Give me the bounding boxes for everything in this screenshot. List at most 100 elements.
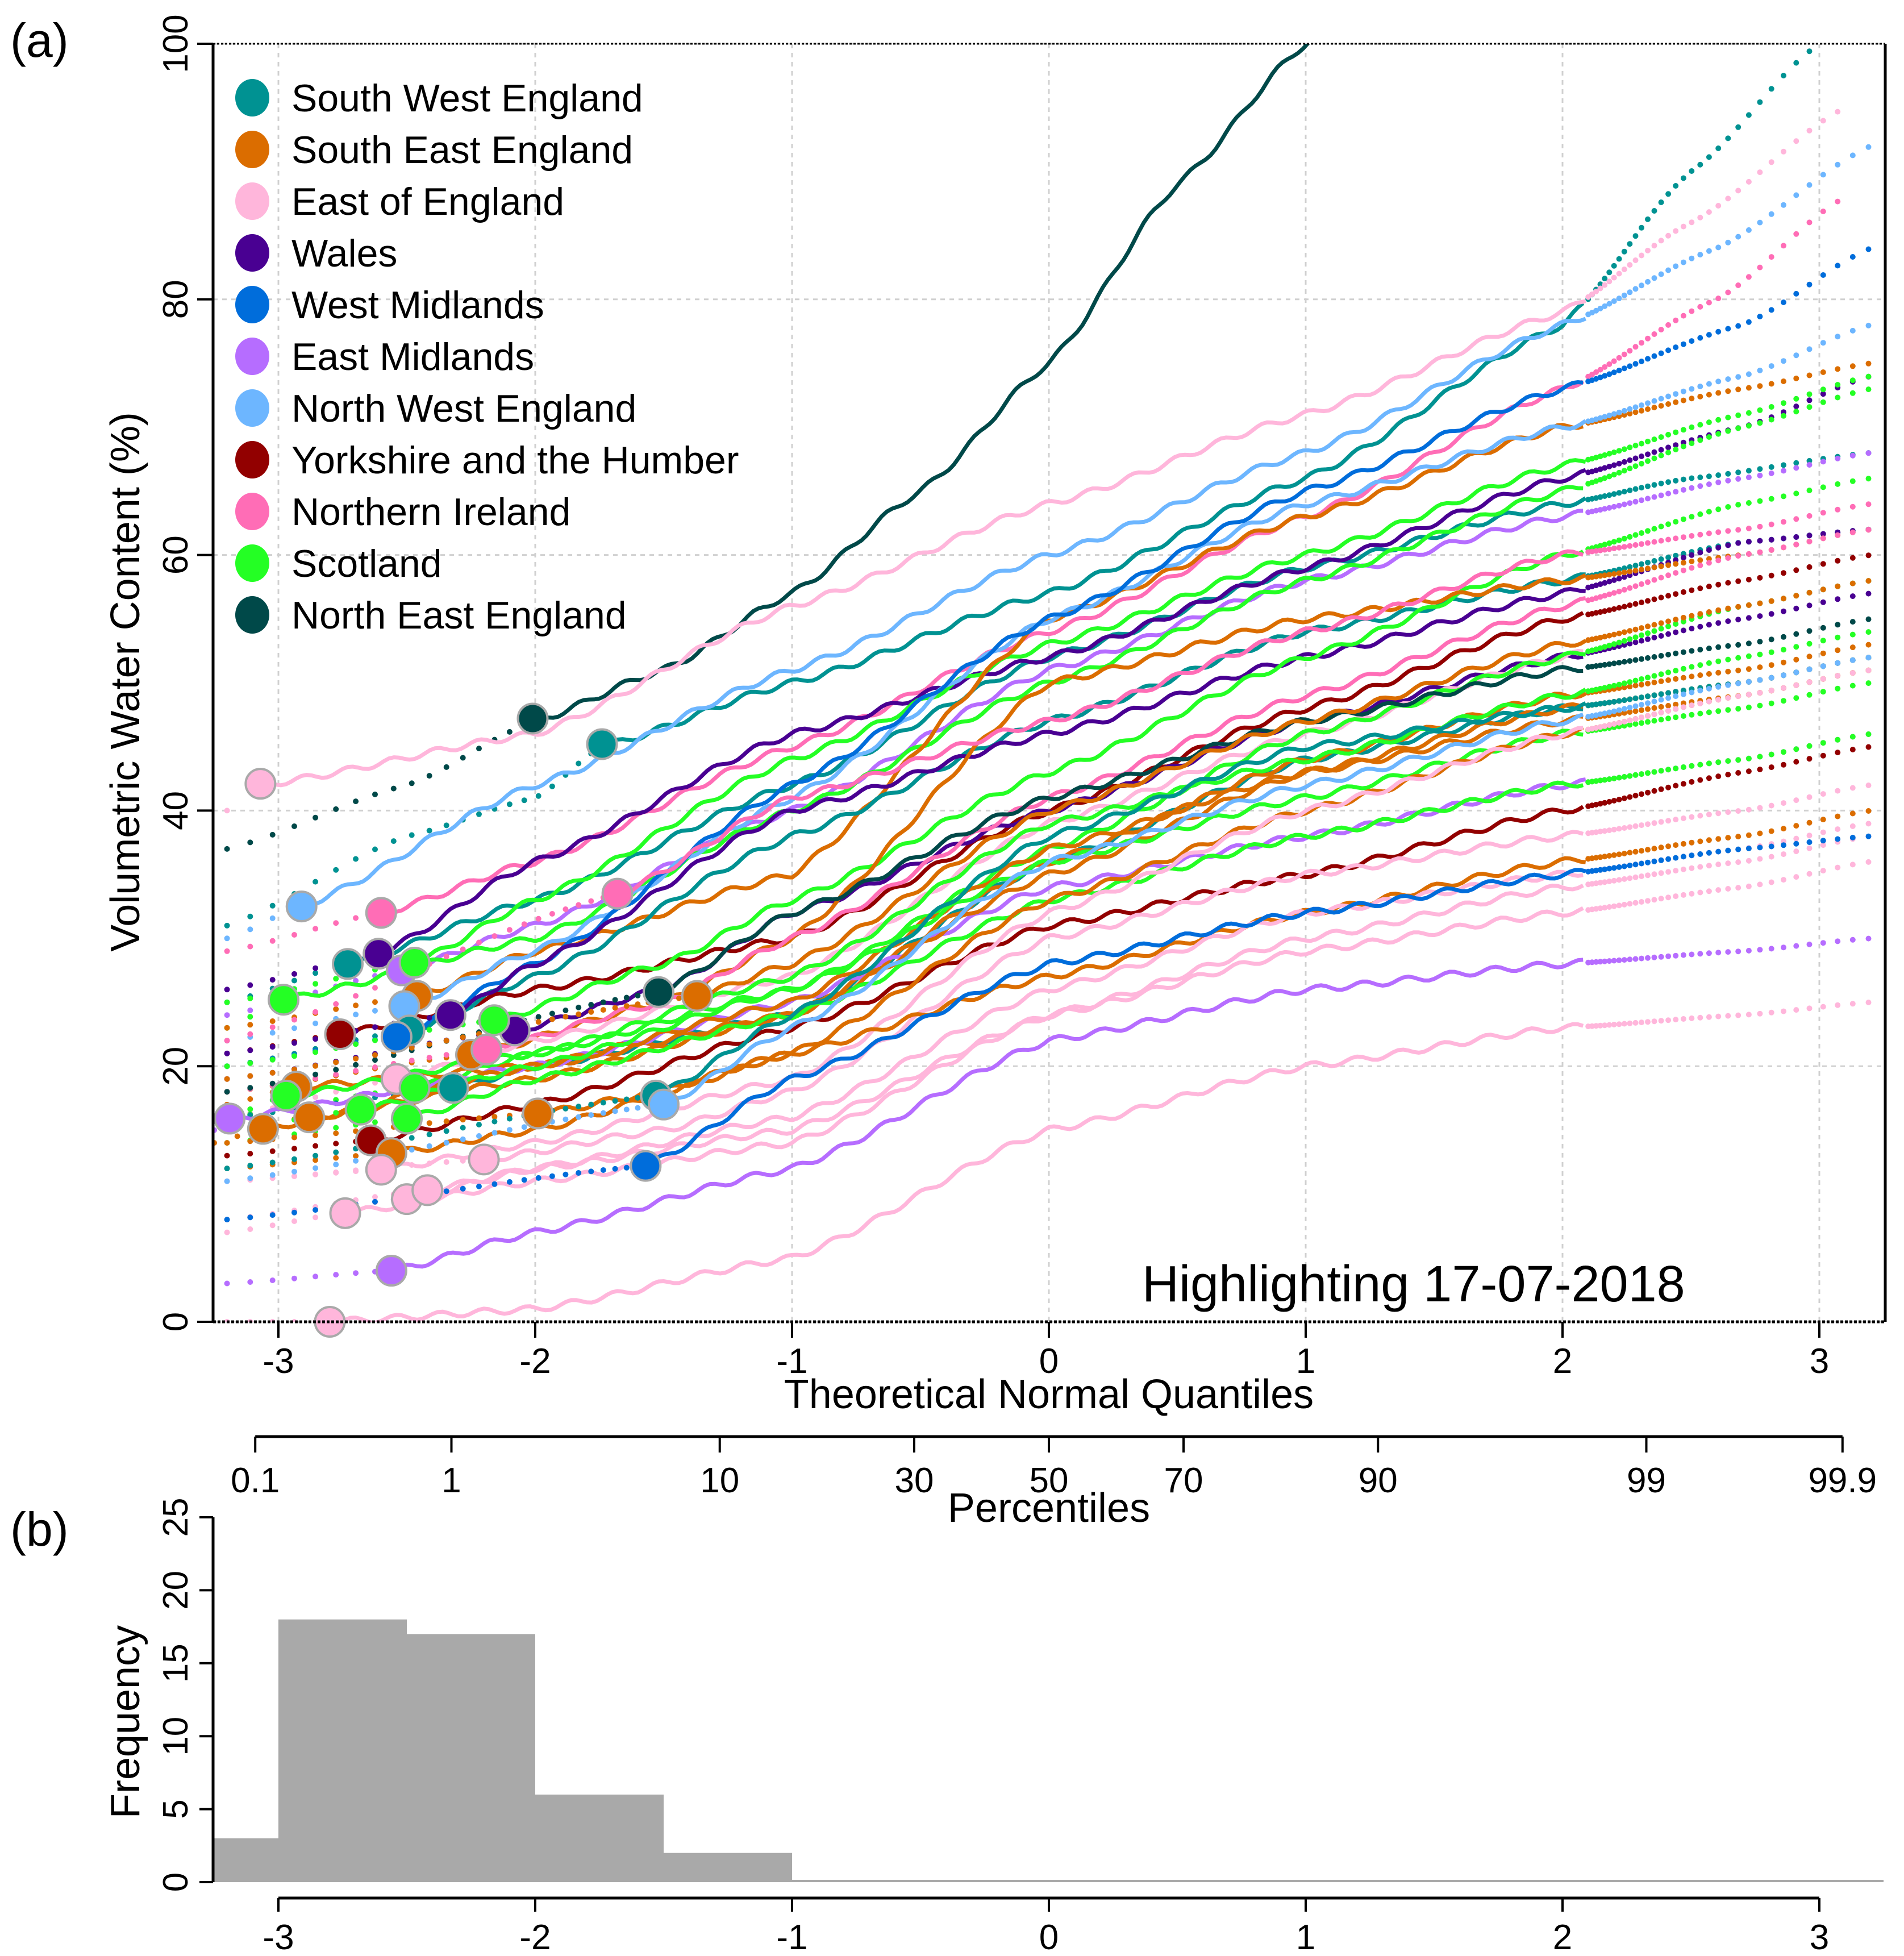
series-point: [1715, 887, 1722, 893]
series-point: [1673, 689, 1679, 695]
highlight-point[interactable]: [648, 1088, 680, 1121]
series-point: [1602, 364, 1608, 370]
series-point: [1725, 772, 1731, 777]
series-point: [563, 906, 569, 912]
highlight-point[interactable]: [293, 1101, 326, 1134]
highlight-point[interactable]: [380, 1021, 413, 1053]
series-point: [1697, 777, 1703, 783]
series-point: [1689, 814, 1695, 820]
highlight-point[interactable]: [365, 1154, 397, 1186]
series-point: [1602, 958, 1608, 964]
highlight-point[interactable]: [329, 1197, 361, 1229]
series-point: [291, 1017, 297, 1023]
series-point: [1793, 631, 1799, 637]
highlight-point[interactable]: [324, 1018, 356, 1050]
hist-y-tick-label: 0: [156, 1872, 195, 1892]
series-point: [333, 1130, 339, 1137]
series-point: [1673, 693, 1679, 700]
series-point: [1715, 1013, 1722, 1019]
highlight-point[interactable]: [516, 702, 549, 735]
highlight-point[interactable]: [478, 1004, 510, 1037]
series-point: [333, 867, 339, 873]
series-point: [1781, 596, 1786, 602]
highlight-point[interactable]: [244, 768, 277, 800]
series-point: [1768, 675, 1774, 681]
series-point: [353, 1167, 359, 1173]
series-point: [1806, 1005, 1813, 1012]
series-point: [1632, 721, 1639, 727]
series-point: [1697, 303, 1703, 310]
series-point: [1793, 375, 1799, 381]
highlight-point[interactable]: [247, 1113, 279, 1145]
highlight-point[interactable]: [470, 1033, 503, 1066]
series-point: [1706, 685, 1712, 692]
series-point: [1602, 506, 1608, 512]
highlight-point[interactable]: [365, 897, 397, 929]
series-point: [1768, 211, 1774, 217]
highlight-point[interactable]: [375, 1255, 407, 1287]
highlight-point[interactable]: [285, 890, 318, 923]
series-point: [1597, 374, 1603, 381]
highlight-point[interactable]: [398, 1072, 431, 1104]
series-point: [506, 927, 513, 933]
highlight-point[interactable]: [344, 1093, 377, 1126]
series-point: [1645, 496, 1651, 502]
series-point: [333, 1141, 339, 1147]
highlight-point[interactable]: [630, 1150, 662, 1182]
highlight-point[interactable]: [411, 1174, 444, 1206]
series-point: [353, 1153, 359, 1159]
series-point: [600, 1100, 606, 1106]
series-point: [1735, 124, 1741, 130]
series-point: [1611, 571, 1617, 577]
series-point: [1849, 529, 1856, 535]
series-point: [1706, 381, 1712, 387]
series-point: [372, 1064, 378, 1070]
series-point: [1611, 539, 1617, 545]
series-point: [1658, 896, 1664, 902]
highlight-point[interactable]: [681, 980, 713, 1012]
series-point: [443, 1038, 449, 1044]
highlight-point[interactable]: [437, 1072, 469, 1104]
highlight-point[interactable]: [642, 976, 674, 1008]
highlight-point[interactable]: [391, 1102, 423, 1135]
series-point: [1680, 1016, 1686, 1022]
series-point: [1627, 628, 1633, 634]
series-point: [1673, 399, 1679, 405]
series-point: [1820, 817, 1826, 823]
series-point: [1849, 619, 1856, 625]
series-point: [1793, 352, 1799, 359]
series-point: [1781, 400, 1786, 406]
series-point: [1781, 685, 1786, 691]
series-point: [1639, 359, 1644, 364]
series-point: [1658, 709, 1664, 715]
series-point: [1806, 513, 1813, 519]
series-point: [1593, 880, 1599, 887]
series-point: [1865, 616, 1872, 622]
highlight-point[interactable]: [601, 877, 634, 910]
highlight-point[interactable]: [270, 1079, 302, 1112]
series-point: [353, 1068, 359, 1074]
highlight-point[interactable]: [468, 1143, 500, 1176]
series-point: [1680, 259, 1686, 265]
series-point: [1781, 749, 1786, 755]
series-point: [1689, 1015, 1695, 1021]
highlight-point[interactable]: [586, 728, 618, 760]
series-point: [1665, 618, 1672, 625]
series-point: [1806, 839, 1813, 845]
x-tick-label: -3: [263, 1342, 294, 1381]
series-point: [1597, 477, 1603, 483]
highlight-point[interactable]: [268, 984, 300, 1016]
highlight-point[interactable]: [522, 1097, 554, 1130]
highlight-point[interactable]: [363, 938, 395, 970]
highlight-annotation: Highlighting 17-07-2018: [1142, 1256, 1685, 1313]
highlight-point[interactable]: [398, 947, 431, 979]
series-point: [1597, 880, 1603, 886]
highlight-point[interactable]: [434, 999, 466, 1031]
series-point: [1645, 655, 1651, 661]
highlight-point[interactable]: [214, 1102, 246, 1135]
series-point: [313, 965, 319, 971]
series-point: [1621, 468, 1627, 474]
series-point: [1706, 154, 1712, 160]
highlight-point[interactable]: [332, 948, 364, 980]
series-point: [1689, 779, 1695, 785]
